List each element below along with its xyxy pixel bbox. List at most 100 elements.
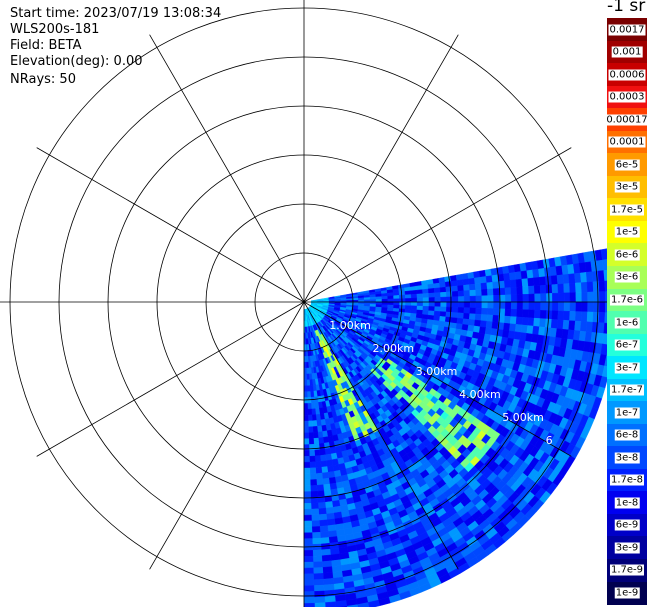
radar-cell [539, 310, 547, 320]
colorbar-swatch: 0.00017 [605, 108, 647, 132]
radar-cell [563, 283, 571, 294]
colorbar-tick-label: 6e-9 [614, 519, 640, 531]
radar-cell [322, 483, 331, 491]
radar-cell [552, 301, 559, 312]
colorbar-swatch: 1.7e-7 [607, 378, 647, 402]
radar-cell [369, 296, 377, 300]
radar-cell [585, 321, 594, 333]
radar-cell [521, 317, 529, 326]
radar-cell [422, 297, 430, 303]
colorbar-tick-label: 1e-6 [614, 317, 640, 328]
radar-cell [306, 385, 311, 392]
radar-cell [446, 301, 453, 308]
radar-cell [303, 420, 309, 428]
radar-cell [463, 295, 471, 303]
radar-cell [479, 320, 487, 328]
radar-cell [475, 289, 483, 297]
radar-cell [303, 438, 310, 445]
radar-cell [510, 301, 518, 310]
radar-cell [303, 473, 311, 481]
radar-cell [303, 450, 310, 457]
radar-cell [539, 318, 547, 328]
radar-cell [422, 305, 430, 311]
radar-cell [324, 501, 334, 509]
radar-cell [303, 532, 313, 539]
colorbar-tick-label: 3e-8 [614, 452, 640, 464]
radar-cell [557, 301, 565, 312]
radar-cell [381, 295, 388, 300]
radar-cell [445, 306, 453, 313]
radar-cell [514, 324, 523, 333]
radar-cell [481, 307, 488, 316]
radar-cell [439, 286, 447, 293]
radar-cell [463, 307, 471, 314]
radar-cell [306, 373, 310, 381]
radar-cell [310, 402, 316, 410]
radar-cell [307, 408, 313, 416]
radar-cell [303, 385, 308, 392]
radar-cell [487, 308, 494, 316]
radar-cell [320, 460, 328, 468]
radar-cell [318, 437, 325, 445]
radar-cell [522, 301, 530, 311]
radar-cell [375, 301, 383, 305]
radar-cell [321, 466, 329, 474]
radar-cell [467, 271, 475, 280]
radar-cell [434, 296, 441, 303]
radar-cell [410, 297, 418, 303]
radar-cell [557, 310, 565, 321]
colorbar-tick-label: 1e-5 [614, 226, 640, 238]
radar-cell [316, 425, 323, 433]
radar-cell [310, 508, 320, 516]
azimuth-spoke [303, 34, 459, 303]
radar-cell [433, 310, 441, 317]
colorbar-swatch: 6e-6 [607, 243, 647, 267]
radar-cell [461, 272, 469, 280]
radar-cell [487, 301, 494, 309]
radar-cell [303, 491, 312, 498]
azimuth-spoke [149, 34, 305, 303]
radar-cell [311, 526, 321, 533]
radar-cell [556, 319, 564, 330]
radar-cell [455, 273, 463, 281]
radar-cell [313, 584, 325, 592]
colorbar-tick-label: 3e-9 [614, 542, 640, 554]
colorbar-tick-label: 3e-6 [614, 271, 640, 283]
colorbar-tick-label: 6e-7 [614, 339, 640, 351]
radar-cell [481, 301, 489, 309]
radar-cell [312, 555, 323, 563]
radar-cell [580, 272, 588, 283]
radar-cell [308, 449, 316, 457]
colorbar-tick-label: 1e-7 [614, 407, 640, 419]
radar-cell [311, 414, 317, 422]
radar-cell [444, 281, 452, 288]
radar-cell [309, 467, 317, 475]
range-ring-label: 1.00km [329, 319, 371, 332]
radar-cell [313, 573, 324, 580]
radar-cell [303, 573, 314, 581]
radar-cell [516, 294, 524, 303]
colorbar-tick-label: 1e-8 [614, 497, 640, 509]
radar-cell [428, 292, 436, 298]
radar-cell [585, 271, 594, 283]
radar-cell [303, 561, 314, 569]
radar-cell [458, 296, 465, 303]
radar-cell [405, 298, 412, 303]
radar-cell [303, 526, 313, 534]
radar-cell [557, 292, 565, 303]
radar-cell [463, 301, 471, 309]
radar-cell [439, 281, 447, 288]
radar-cell [392, 291, 400, 296]
radar-cell [440, 291, 447, 298]
radar-cell [393, 295, 400, 300]
radar-cell [325, 507, 334, 515]
radar-cell [463, 312, 470, 320]
radar-cell [323, 578, 334, 586]
radar-cell [505, 301, 512, 310]
radar-cell [322, 477, 330, 485]
start-time: Start time: 2023/07/19 13:08:34 [10, 6, 222, 21]
radar-cell [404, 294, 412, 299]
radar-cell [307, 402, 312, 410]
radar-cell [581, 301, 588, 313]
radar-cell [308, 438, 315, 445]
